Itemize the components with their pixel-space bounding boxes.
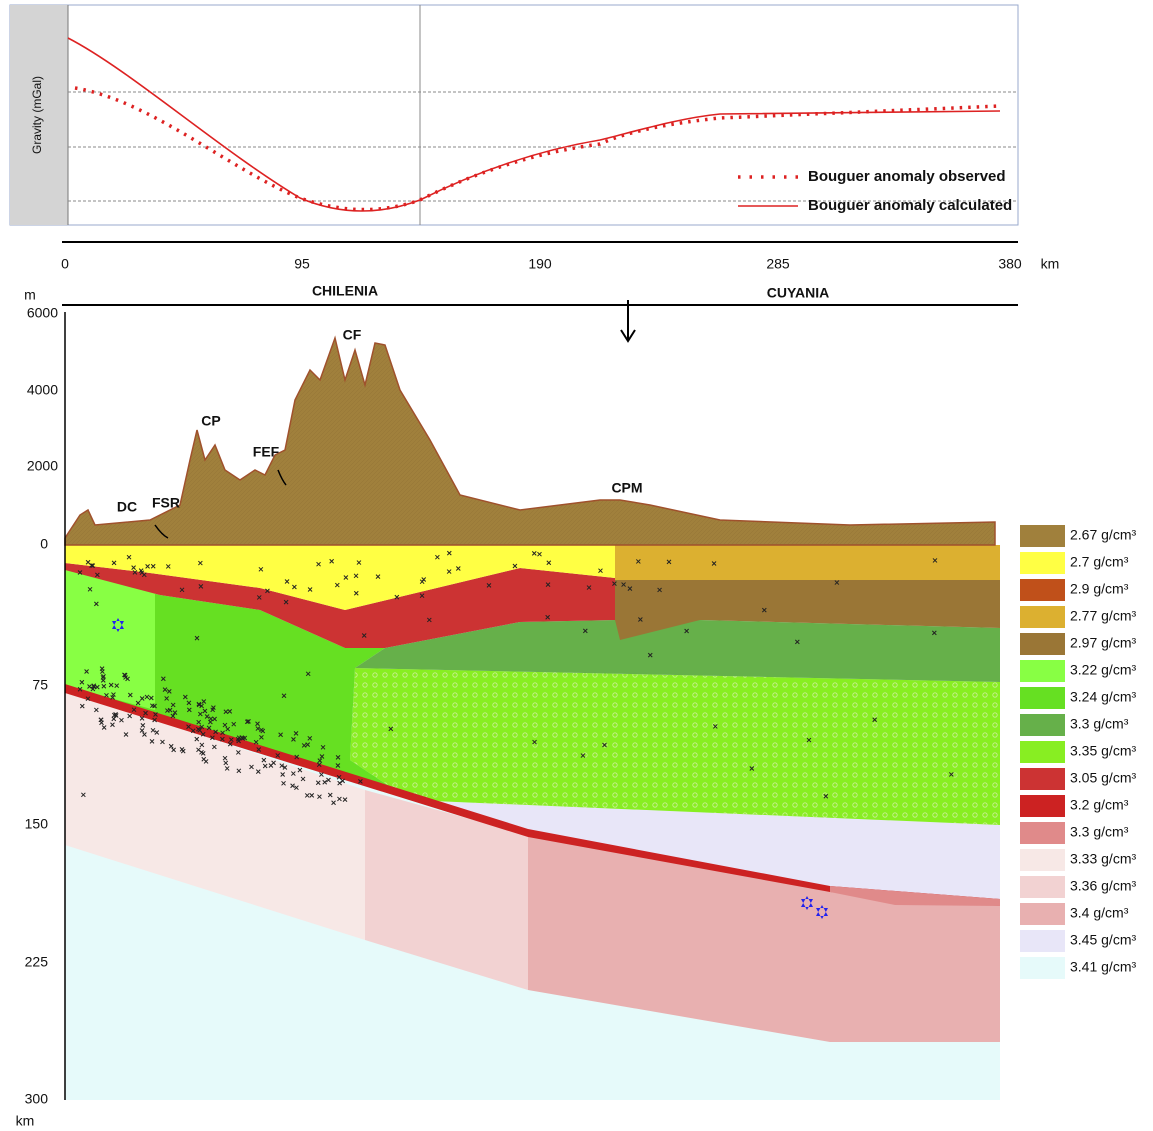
y-tick-label: 75 (32, 677, 48, 693)
y-tick-label: 225 (25, 954, 49, 970)
legend-label: 2.7 g/cm³ (1070, 554, 1129, 570)
legend-label: 2.67 g/cm³ (1070, 527, 1136, 543)
y-tick-label: 4000 (27, 382, 58, 398)
legend-swatch (1020, 552, 1065, 574)
depth-unit: km (16, 1113, 35, 1129)
x-tick-label: 190 (528, 256, 552, 272)
y-tick-label: 150 (25, 816, 49, 832)
legend-swatch (1020, 714, 1065, 736)
x-tick-label: 380 (998, 256, 1022, 272)
legend-label: Bouguer anomaly calculated (808, 197, 1012, 214)
legend-label: 3.2 g/cm³ (1070, 797, 1129, 813)
y-tick-label: 0 (40, 536, 48, 552)
gravity-panel: Gravity (mGal) Bouguer anomaly observed … (10, 5, 1018, 225)
terrane-label: CUYANIA (767, 285, 830, 301)
feature-label: FEF (253, 444, 280, 460)
elevation-unit: m (24, 287, 36, 303)
layers (65, 338, 1000, 1100)
x-unit: km (1041, 256, 1060, 272)
feature-label: CF (343, 327, 362, 343)
density-legend: 2.67 g/cm³ 2.7 g/cm³ 2.9 g/cm³ 2.77 g/cm³ 2.… (1020, 525, 1136, 979)
legend-swatch (1020, 579, 1065, 601)
legend-swatch (1020, 660, 1065, 682)
legend-swatch (1020, 768, 1065, 790)
legend-swatch (1020, 930, 1065, 952)
layer (615, 545, 1000, 580)
legend-swatch (1020, 633, 1065, 655)
legend-label: 3.4 g/cm³ (1070, 905, 1129, 921)
legend-swatch (1020, 876, 1065, 898)
legend-label: 3.36 g/cm³ (1070, 878, 1136, 894)
legend-swatch (1020, 795, 1065, 817)
legend-label: 3.3 g/cm³ (1070, 824, 1129, 840)
y-axis-label: Gravity (mGal) (30, 76, 44, 154)
feature-label: CPM (611, 480, 642, 496)
legend-swatch (1020, 822, 1065, 844)
terrane-label: CHILENIA (312, 283, 378, 299)
legend-label: Bouguer anomaly observed (808, 168, 1006, 185)
legend-swatch (1020, 849, 1065, 871)
legend-swatch (1020, 525, 1065, 547)
legend-label: 2.77 g/cm³ (1070, 608, 1136, 624)
layer-texture (350, 668, 1000, 825)
legend-swatch (1020, 957, 1065, 979)
legend-label: 3.3 g/cm³ (1070, 716, 1129, 732)
legend-swatch (1020, 606, 1065, 628)
x-tick-label: 285 (766, 256, 790, 272)
legend-swatch (1020, 741, 1065, 763)
legend-label: 3.22 g/cm³ (1070, 662, 1136, 678)
legend-swatch (1020, 903, 1065, 925)
feature-label: CP (201, 413, 220, 429)
layer-texture (65, 338, 995, 545)
suture-arrow (621, 300, 635, 341)
legend-label: 3.45 g/cm³ (1070, 932, 1136, 948)
legend-label: 3.35 g/cm³ (1070, 743, 1136, 759)
y-tick-label: 300 (25, 1091, 49, 1107)
legend-label: 3.41 g/cm³ (1070, 959, 1136, 975)
legend-label: 3.05 g/cm³ (1070, 770, 1136, 786)
panel-frame (10, 5, 1018, 225)
figure: Gravity (mGal) Bouguer anomaly observed … (0, 0, 1153, 1131)
legend-label: 2.9 g/cm³ (1070, 581, 1129, 597)
legend-label: 3.24 g/cm³ (1070, 689, 1136, 705)
x-tick-label: 0 (61, 256, 69, 272)
y-tick-label: 6000 (27, 305, 58, 321)
feature-label: FSR (152, 495, 180, 511)
legend-swatch (1020, 687, 1065, 709)
legend-label: 3.33 g/cm³ (1070, 851, 1136, 867)
y-tick-label: 2000 (27, 458, 58, 474)
x-tick-label: 95 (294, 256, 310, 272)
feature-label: DC (117, 499, 137, 515)
legend-label: 2.97 g/cm³ (1070, 635, 1136, 651)
